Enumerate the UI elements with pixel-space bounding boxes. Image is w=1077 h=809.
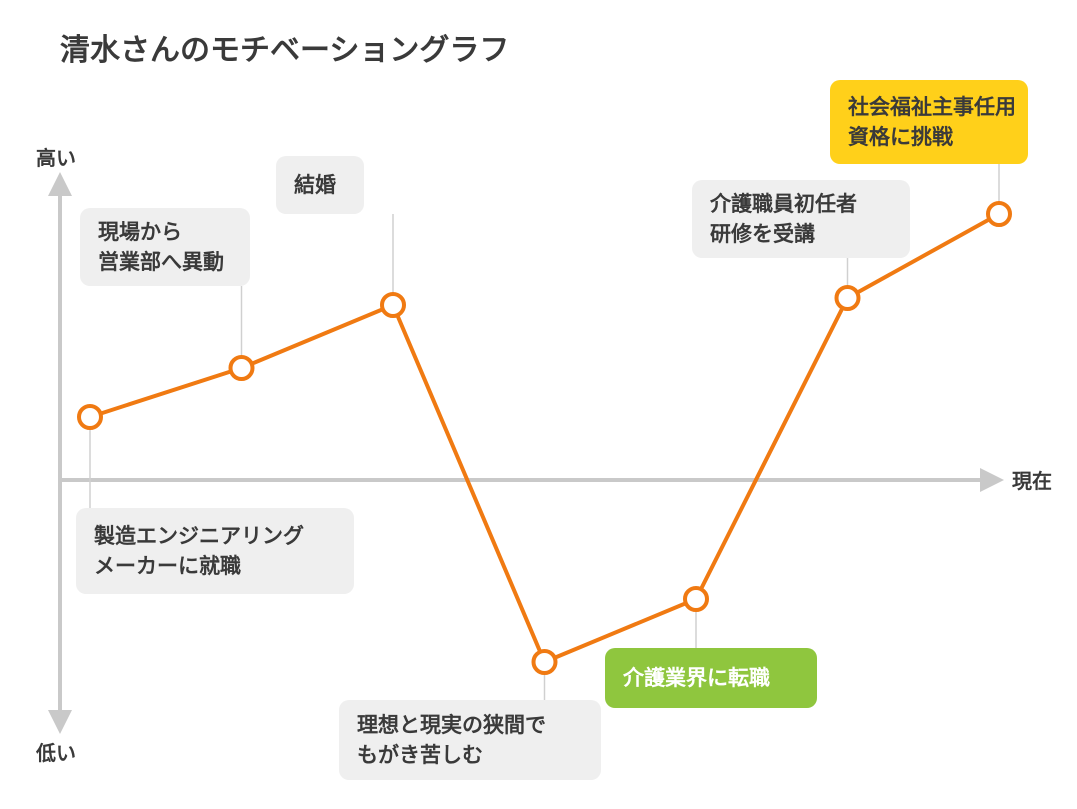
chart-title: 清水さんのモチベーショングラフ xyxy=(60,33,509,68)
data-point-marker xyxy=(683,586,709,612)
data-point-marker xyxy=(531,649,558,675)
event-label-line: 理想と現実の狭間で xyxy=(357,713,546,737)
y-axis-bottom-label: 低い xyxy=(35,741,76,765)
event-label-line: 資格に挑戦 xyxy=(848,125,953,149)
event-callout-box xyxy=(692,180,910,258)
event-label-line: 営業部へ異動 xyxy=(98,250,224,274)
event-callout: 結婚 xyxy=(276,156,364,214)
data-point-marker xyxy=(986,201,1012,227)
event-label-line: メーカーに就職 xyxy=(94,554,241,578)
data-point-marker xyxy=(77,404,103,430)
event-label-line: 製造エンジニアリング xyxy=(93,524,304,548)
data-point-marker xyxy=(380,292,406,318)
event-callout-box xyxy=(276,156,364,214)
event-callout: 介護業界に転職 xyxy=(605,648,817,708)
event-label-line: 介護業界に転職 xyxy=(622,666,770,690)
event-callout-box xyxy=(76,508,354,594)
event-label-line: 現場から xyxy=(98,220,182,244)
event-label-line: もがき苦しむ xyxy=(357,743,483,767)
markers xyxy=(77,201,1012,675)
event-callout-box xyxy=(830,80,1028,164)
event-label-line: 結婚 xyxy=(294,173,336,197)
event-label-line: 介護職員初任者 xyxy=(709,192,857,216)
axes: 高い 低い 現在 xyxy=(35,146,1052,765)
x-axis-arrow-right-icon xyxy=(980,468,1004,492)
x-axis-end-label: 現在 xyxy=(1012,469,1052,493)
y-axis-arrow-up-icon xyxy=(48,172,72,196)
event-label-line: 研修を受講 xyxy=(710,222,815,246)
data-point-marker xyxy=(228,355,255,381)
y-axis-arrow-down-icon xyxy=(48,710,72,734)
event-callout-box xyxy=(605,648,817,708)
event-callout-box xyxy=(80,208,250,286)
y-axis-top-label: 高い xyxy=(36,146,76,170)
event-callout-box xyxy=(339,700,601,780)
event-label-line: 社会福祉主事任用 xyxy=(847,95,1016,119)
data-point-marker xyxy=(834,285,861,311)
